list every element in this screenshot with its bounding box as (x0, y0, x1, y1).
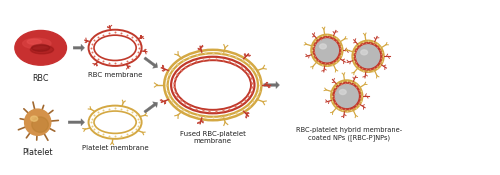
Circle shape (314, 38, 340, 63)
Ellipse shape (27, 39, 42, 44)
Ellipse shape (30, 116, 38, 121)
Circle shape (334, 83, 359, 108)
Ellipse shape (22, 38, 51, 49)
Ellipse shape (320, 44, 326, 49)
Text: RBC: RBC (32, 74, 49, 83)
Ellipse shape (360, 50, 368, 55)
Text: Platelet membrane: Platelet membrane (82, 145, 148, 150)
Ellipse shape (94, 35, 136, 61)
Ellipse shape (32, 117, 48, 132)
Circle shape (356, 44, 380, 69)
Text: RBC-platelet hybrid membrane-
coated NPs ([RBC-P]NPs): RBC-platelet hybrid membrane- coated NPs… (296, 127, 403, 141)
Text: Fused RBC-platelet
membrane: Fused RBC-platelet membrane (180, 131, 246, 144)
Ellipse shape (15, 30, 66, 65)
Ellipse shape (32, 44, 50, 51)
Text: Platelet: Platelet (22, 148, 53, 157)
Circle shape (24, 109, 51, 135)
Ellipse shape (340, 89, 346, 94)
Ellipse shape (94, 111, 136, 133)
Text: RBC membrane: RBC membrane (88, 72, 142, 78)
Ellipse shape (176, 62, 250, 108)
Ellipse shape (30, 45, 54, 54)
